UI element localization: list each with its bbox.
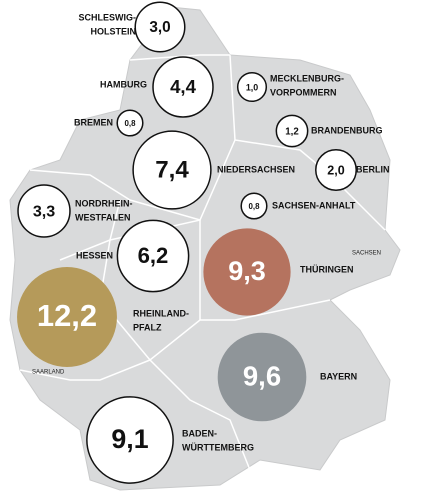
state-name: BAYERN [320, 371, 357, 381]
state-name: SAARLAND [32, 370, 65, 376]
bubble [86, 396, 174, 484]
bubble [134, 1, 186, 53]
bubble-value: 0,8 [249, 202, 261, 211]
bubble-value: 0,8 [125, 119, 137, 128]
state-name: PFALZ [133, 322, 162, 332]
bubble [17, 267, 117, 367]
bubbles: 3,0 SCHLESWIG- HOLSTEIN 4,4 HAMBURG 1,0 MECKLE… [17, 1, 390, 484]
state-name: BREMEN [74, 117, 113, 127]
state-name: SCHLESWIG- [79, 12, 137, 22]
bubble-value: 9,1 [111, 424, 148, 454]
bubble-value: 4,4 [170, 76, 196, 97]
state-name: BADEN- [182, 428, 217, 438]
bubble [236, 71, 268, 103]
bubble [116, 109, 144, 137]
bubble-value: 6,2 [138, 243, 169, 268]
bubble [275, 114, 309, 148]
state-name: BRANDENBURG [311, 125, 383, 135]
state-name: VORPOMMERN [270, 87, 337, 97]
state-name: SACHSEN-ANHALT [272, 200, 356, 210]
state-borders [19, 54, 386, 471]
state-name: MECKLENBURG- [270, 73, 344, 83]
bubble [132, 130, 212, 210]
state-name: THÜRINGEN [300, 264, 354, 274]
state-name: BERLIN [356, 164, 390, 174]
state-name: WESTFALEN [75, 212, 131, 222]
bubble [203, 228, 291, 316]
bubble [152, 56, 214, 118]
bubble-value: 3,0 [149, 19, 170, 36]
bubble-value: 1,0 [246, 82, 258, 92]
bubble-value: 2,0 [327, 163, 344, 177]
bubble [17, 184, 71, 238]
bubble-value: 9,3 [228, 256, 266, 286]
state-name: HESSEN [76, 250, 113, 260]
state-name: HAMBURG [100, 79, 147, 89]
state-name: RHEINLAND- [133, 308, 189, 318]
state-name: SACHSEN [352, 251, 381, 257]
bubble [217, 332, 307, 422]
state-name: NIEDERSACHSEN [217, 164, 295, 174]
bubble-value: 7,4 [155, 156, 189, 183]
state-name: WÜRTTEMBERG [182, 442, 254, 452]
bubble-value: 3,3 [33, 202, 55, 220]
state-name: HOLSTEIN [90, 26, 136, 36]
bubble [315, 149, 357, 191]
bubble-value: 12,2 [37, 298, 97, 333]
bubble-value: 1,2 [285, 127, 299, 138]
bubble [240, 192, 268, 220]
bubble-value: 9,6 [243, 360, 281, 391]
state-name: NORDRHEIN- [75, 198, 133, 208]
bubble [116, 219, 190, 293]
